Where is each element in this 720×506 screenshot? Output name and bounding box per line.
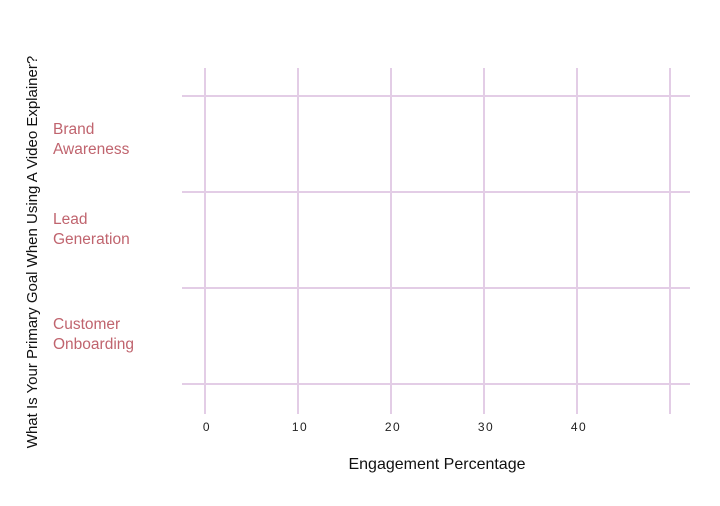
category-label-1: Lead Generation xyxy=(53,211,130,248)
x-tick-label-0: 0 xyxy=(203,420,211,434)
x-tick-label-2: 20 xyxy=(385,420,401,434)
category-label-2: Customer Onboarding xyxy=(53,316,134,353)
category-label-0: Brand Awareness xyxy=(53,121,130,158)
x-tick-label-1: 10 xyxy=(292,420,308,434)
horizontal-gridlines xyxy=(182,95,690,385)
category-labels: Brand Awareness Lead Generation Customer Onbo… xyxy=(53,121,134,353)
y-axis-title: What Is Your Primary Goal When Using A V… xyxy=(24,56,41,448)
x-tick-labels: 0 10 20 30 40 xyxy=(203,420,587,434)
x-axis-title: Engagement Percentage xyxy=(348,456,525,473)
x-tick-label-4: 40 xyxy=(571,420,587,434)
vertical-gridlines xyxy=(204,68,671,414)
x-tick-label-3: 30 xyxy=(478,420,494,434)
